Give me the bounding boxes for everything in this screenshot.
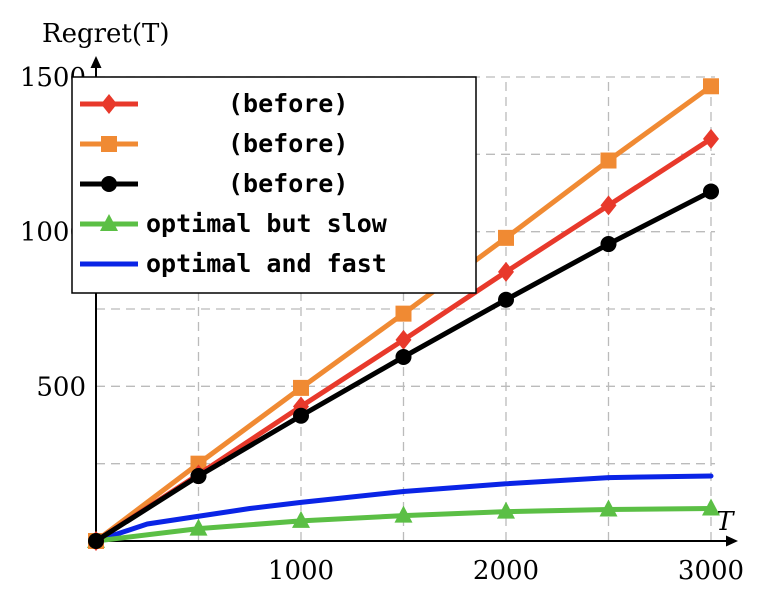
legend-marker: [101, 176, 117, 192]
legend-item: optimal but slow: [80, 209, 388, 238]
data-point: [703, 183, 719, 200]
legend-marker: [101, 136, 117, 152]
data-point: [498, 229, 514, 246]
series-group: [87, 78, 720, 551]
data-point: [498, 291, 514, 308]
data-point: [292, 510, 310, 528]
data-point: [190, 468, 207, 485]
legend-label: (before): [228, 169, 348, 198]
data-point: [702, 498, 720, 516]
legend-item: optimal and fast: [80, 249, 387, 278]
x-axis-label: T: [716, 507, 735, 537]
legend-item: (before): [80, 89, 348, 118]
legend: (before) (before) (before) optimal but slow…: [71, 76, 477, 294]
legend-marker: [101, 94, 117, 114]
data-point: [498, 261, 514, 282]
data-point: [190, 455, 207, 472]
legend-label: (before): [228, 89, 348, 118]
data-point: [600, 195, 617, 216]
series-line: [93, 473, 714, 544]
data-point: [497, 501, 515, 519]
data-point: [703, 78, 719, 95]
data-point: [599, 499, 618, 517]
data-point: [703, 128, 719, 149]
x-axis-arrow: [726, 535, 738, 547]
legend-item: (before): [80, 129, 348, 158]
data-point: [395, 348, 412, 365]
legend-label: optimal but slow: [146, 209, 388, 238]
data-point: [189, 518, 208, 536]
data-point: [394, 505, 413, 523]
data-point: [88, 533, 104, 549]
data-point: [395, 329, 412, 350]
y-axis-arrow: [90, 56, 102, 68]
x-tick-label: 2000: [473, 556, 539, 586]
legend-item: (before): [80, 169, 348, 198]
legend-label: optimal and fast: [146, 249, 387, 278]
y-tick-label: 500: [36, 372, 86, 402]
data-point: [395, 305, 412, 322]
data-point: [600, 152, 617, 169]
data-point: [293, 379, 309, 396]
series-5: [93, 473, 714, 544]
y-axis-label: Regret(T): [42, 19, 170, 49]
legend-label: (before): [228, 129, 348, 158]
x-tick-label: 1000: [268, 556, 334, 586]
series-3: [88, 183, 719, 549]
data-point: [293, 407, 309, 424]
legend-marker: [100, 214, 118, 231]
data-point: [600, 236, 617, 253]
x-tick-label: 3000: [678, 556, 744, 586]
legend-box: [71, 76, 477, 294]
